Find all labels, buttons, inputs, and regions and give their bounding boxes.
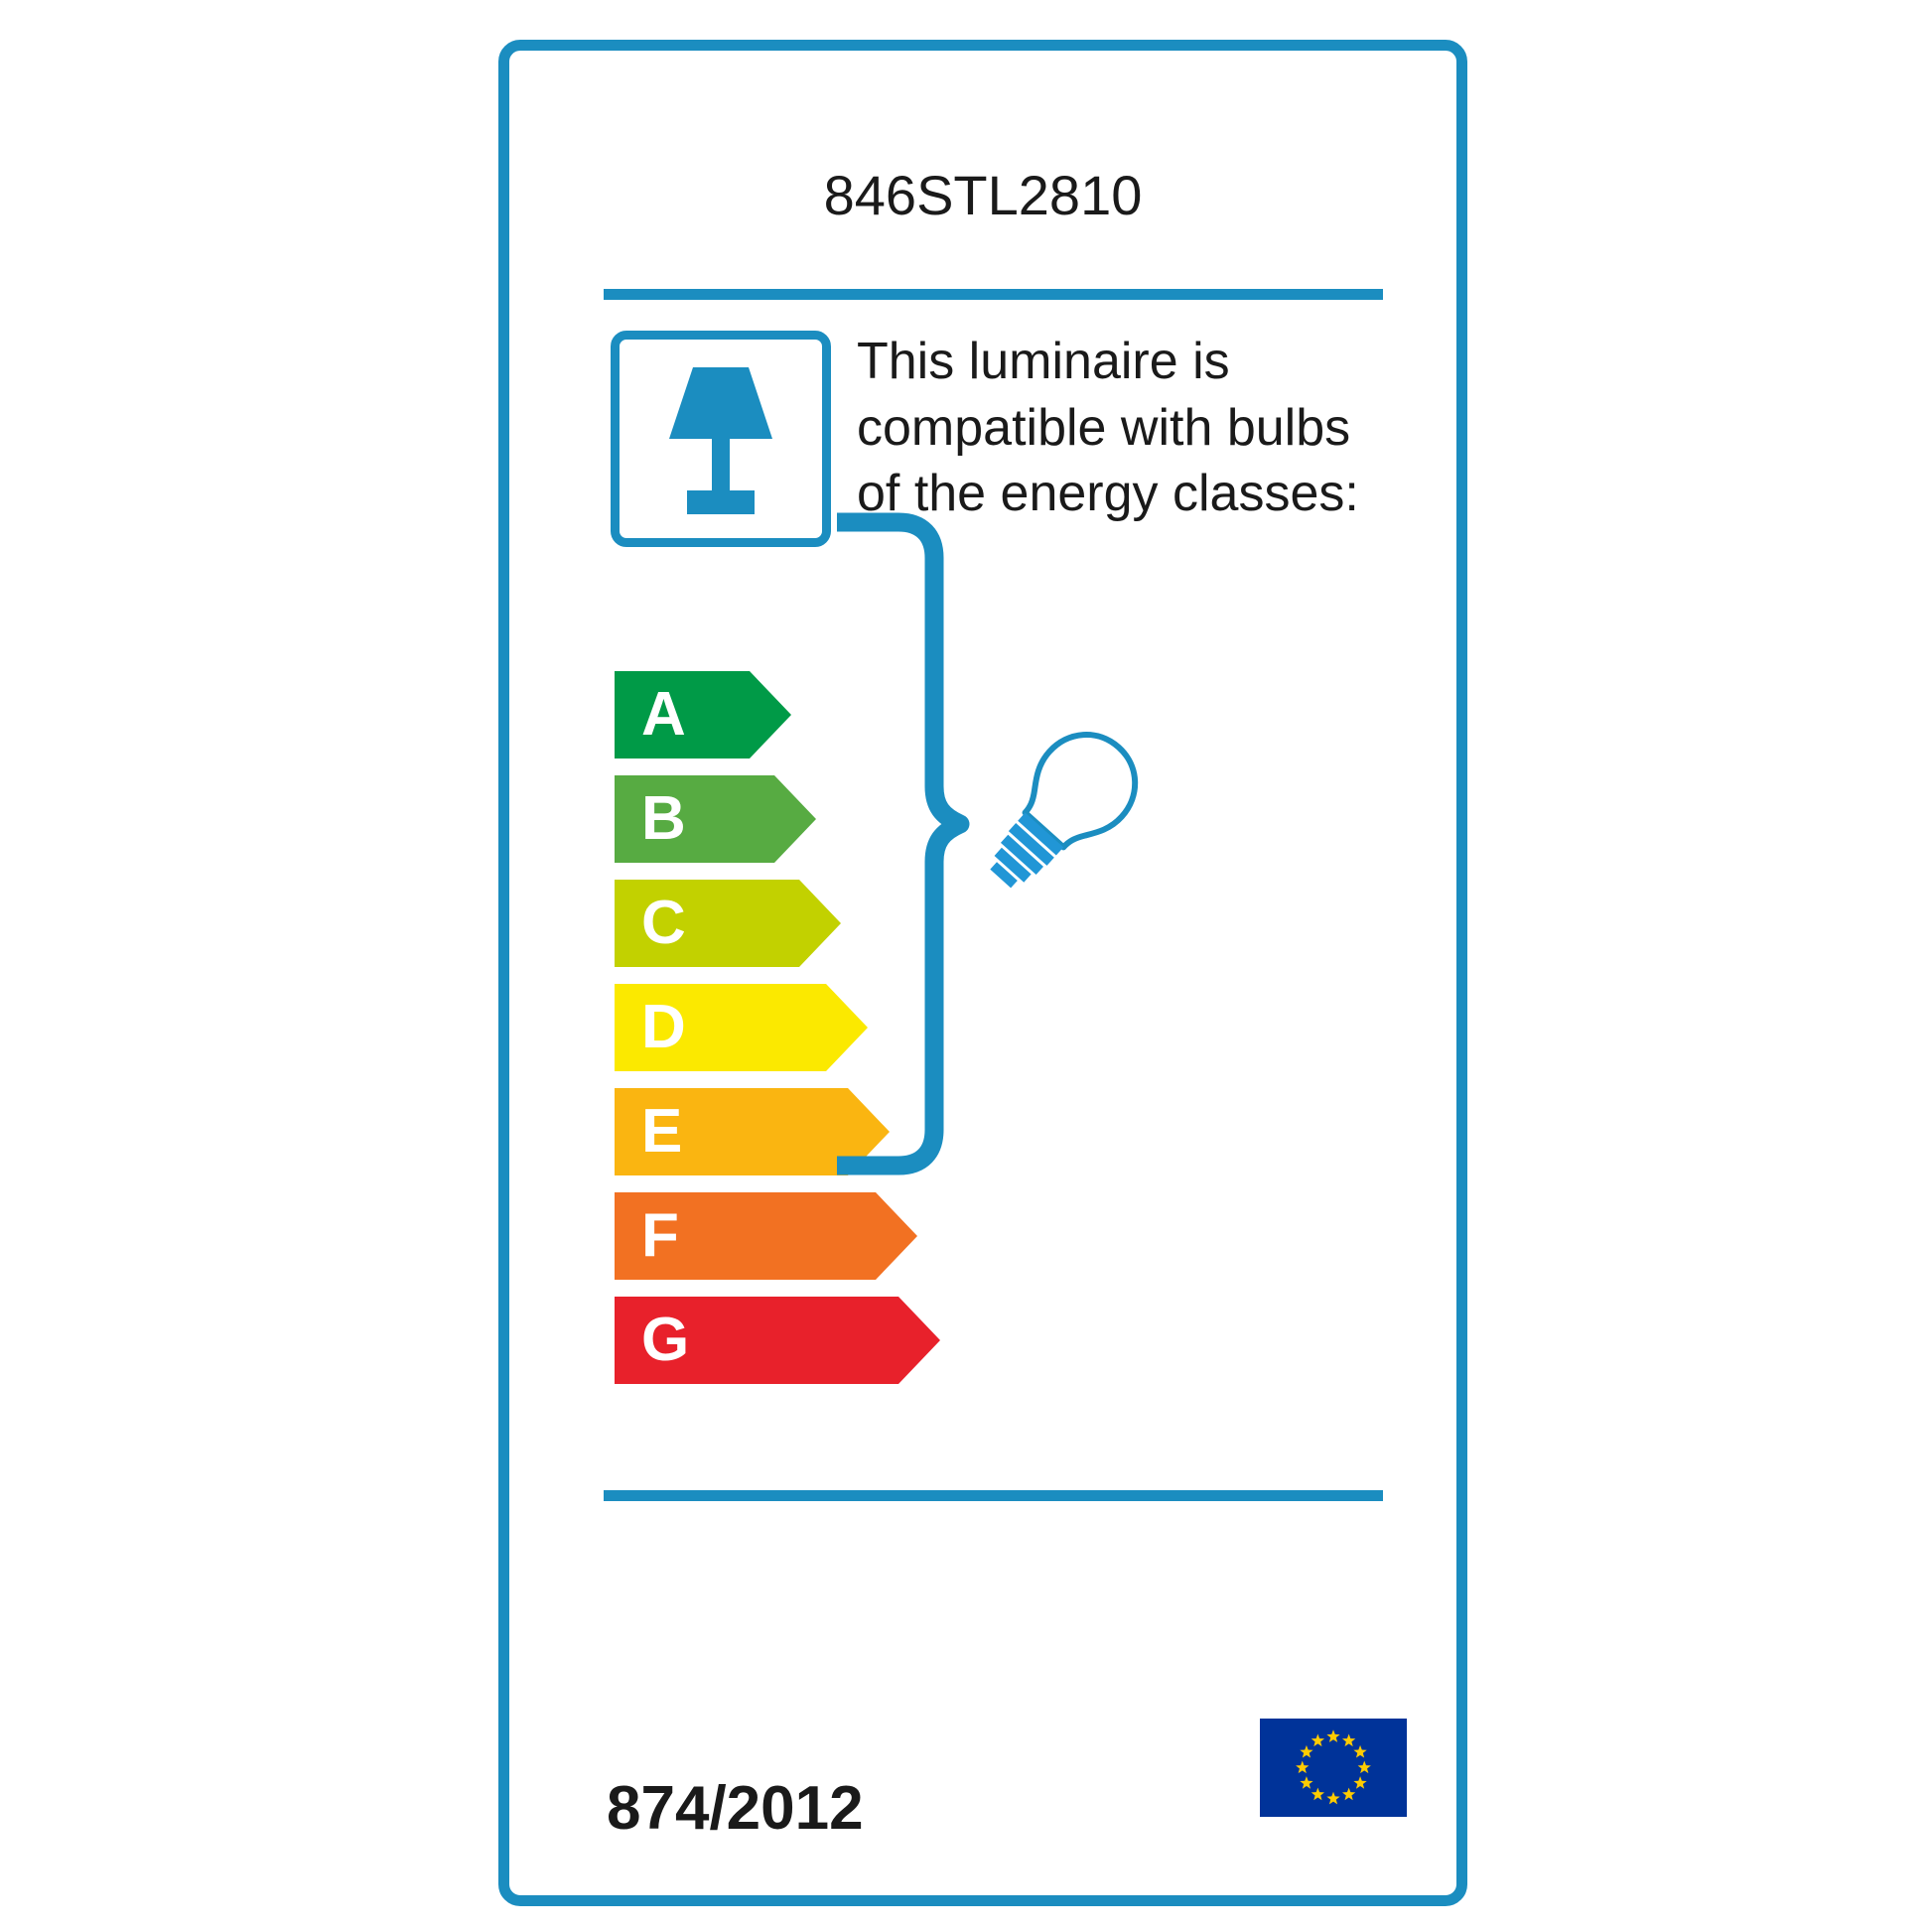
eu-flag-star [1300, 1744, 1313, 1758]
energy-class-row: G [615, 1297, 940, 1384]
energy-class-letter: C [641, 889, 686, 957]
eu-flag-star [1311, 1733, 1325, 1747]
energy-label-card: 846STL2810 This luminaire is compatible … [498, 40, 1467, 1906]
divider-bottom [604, 1490, 1383, 1501]
energy-class-letter: A [641, 680, 686, 749]
eu-flag-star [1300, 1776, 1313, 1789]
energy-class-letter: D [641, 993, 686, 1061]
energy-class-row: F [615, 1192, 940, 1280]
table-lamp-icon [611, 331, 831, 547]
energy-class-letter: E [641, 1097, 683, 1166]
energy-class-row: B [615, 775, 940, 863]
energy-class-arrow-f: F [615, 1192, 917, 1280]
regulation-number: 874/2012 [607, 1774, 864, 1843]
energy-class-letter: G [641, 1306, 690, 1374]
eu-flag-star [1326, 1729, 1340, 1742]
divider-top [604, 289, 1383, 300]
energy-class-letter: B [641, 784, 686, 853]
eu-flag-star [1353, 1744, 1367, 1758]
energy-class-arrow-e: E [615, 1088, 890, 1175]
energy-class-arrow-c: C [615, 880, 841, 967]
eu-flag-star [1326, 1791, 1340, 1805]
eu-flag-star [1311, 1787, 1325, 1801]
energy-class-arrow-b: B [615, 775, 816, 863]
energy-class-row: A [615, 671, 940, 759]
light-bulb-icon [990, 732, 1139, 889]
energy-class-arrow-a: A [615, 671, 791, 759]
eu-flag-star [1357, 1760, 1371, 1774]
energy-class-row: E [615, 1088, 940, 1175]
energy-class-row: C [615, 880, 940, 967]
compatibility-statement: This luminaire is compatible with bulbs … [857, 333, 1359, 523]
energy-class-letter: F [641, 1201, 679, 1270]
eu-flag-star [1296, 1760, 1310, 1774]
energy-class-arrow-d: D [615, 984, 868, 1071]
eu-flag-star [1341, 1787, 1356, 1801]
model-code: 846STL2810 [823, 164, 1143, 226]
eu-flag-star [1341, 1733, 1356, 1747]
eu-flag-star [1353, 1776, 1367, 1789]
european-union-flag [1260, 1719, 1407, 1817]
energy-class-arrow-g: G [615, 1297, 940, 1384]
energy-class-row: D [615, 984, 940, 1071]
